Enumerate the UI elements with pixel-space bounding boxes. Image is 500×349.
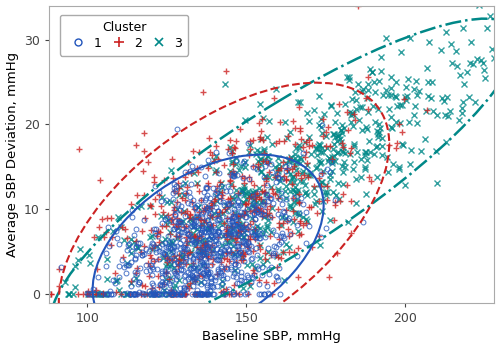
X-axis label: Baseline SBP, mmHg: Baseline SBP, mmHg bbox=[202, 331, 341, 343]
Y-axis label: Average SBP Deviation, mmHg: Average SBP Deviation, mmHg bbox=[6, 52, 18, 257]
Legend: 1, 2, 3: 1, 2, 3 bbox=[60, 15, 188, 56]
